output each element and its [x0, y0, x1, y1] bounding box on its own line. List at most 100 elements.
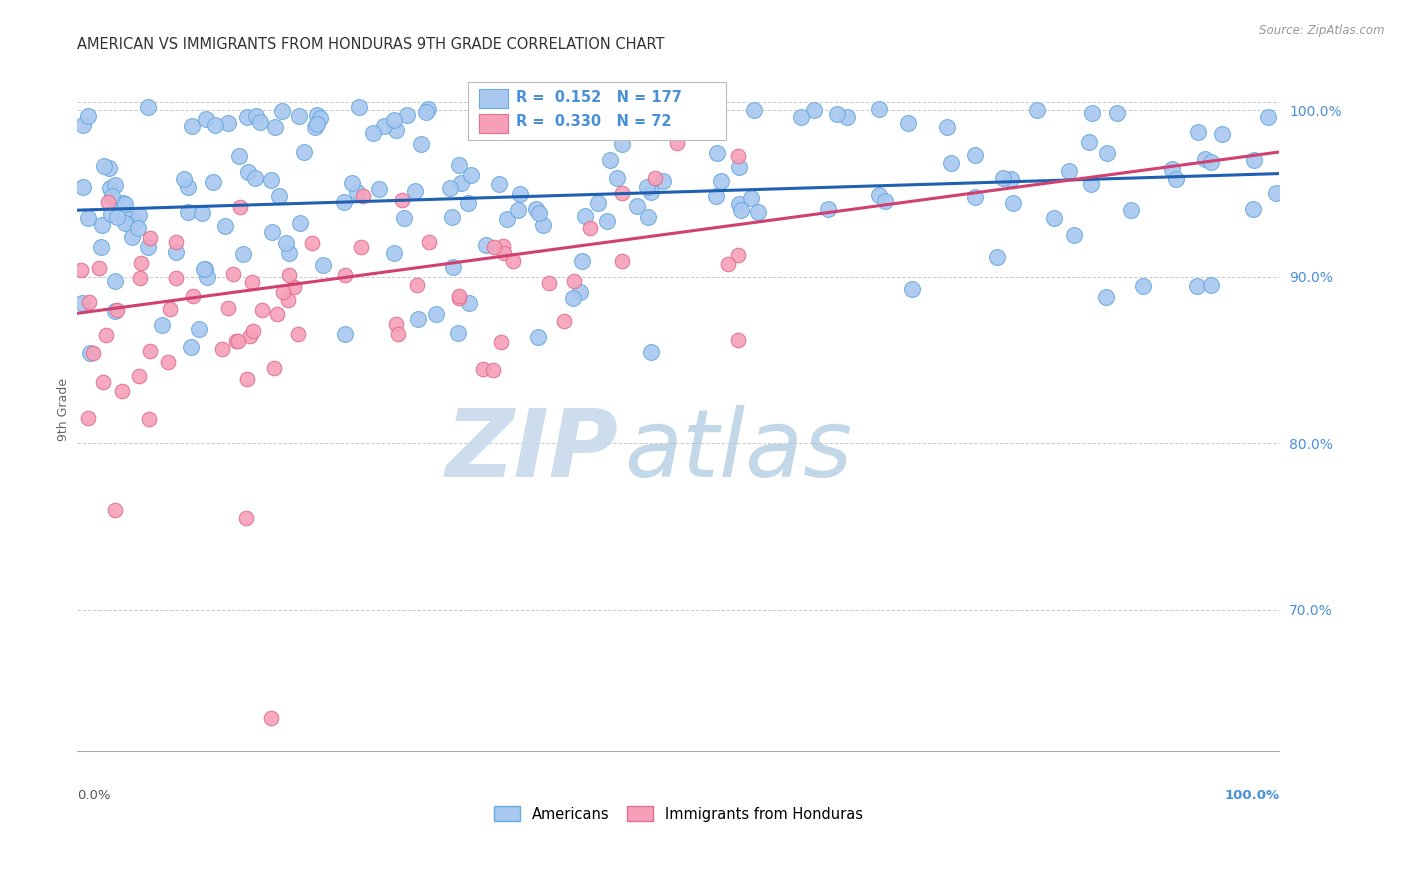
Point	[495, 212, 517, 227]
Point	[114, 196, 136, 211]
Point	[1257, 110, 1279, 124]
Point	[409, 136, 432, 151]
Point	[489, 334, 512, 349]
Point	[232, 246, 254, 260]
Point	[562, 120, 585, 134]
Point	[578, 221, 600, 235]
Point	[193, 262, 215, 277]
Point	[963, 148, 986, 162]
Point	[225, 334, 247, 349]
Point	[304, 120, 326, 134]
Point	[121, 230, 143, 244]
Point	[640, 185, 662, 199]
Point	[181, 119, 204, 133]
Point	[492, 246, 515, 260]
Point	[1161, 161, 1184, 176]
Point	[475, 238, 498, 252]
Point	[460, 168, 482, 182]
Text: ZIP: ZIP	[446, 405, 619, 497]
Point	[449, 291, 471, 305]
Point	[333, 268, 356, 283]
Point	[405, 277, 427, 292]
Point	[136, 240, 159, 254]
Point	[1199, 277, 1222, 292]
Point	[72, 118, 94, 132]
Point	[415, 104, 437, 119]
Point	[240, 275, 263, 289]
Point	[188, 322, 211, 336]
Point	[441, 210, 464, 224]
Point	[277, 293, 299, 308]
Point	[114, 217, 136, 231]
Text: 100.0%: 100.0%	[1225, 789, 1279, 802]
Point	[562, 291, 585, 305]
Point	[236, 372, 259, 386]
Point	[728, 196, 751, 211]
Point	[211, 342, 233, 356]
Point	[1043, 211, 1066, 225]
Point	[180, 340, 202, 354]
Point	[901, 281, 924, 295]
Point	[1081, 106, 1104, 120]
Point	[347, 101, 370, 115]
Point	[384, 113, 406, 128]
Point	[204, 118, 226, 132]
Point	[458, 296, 481, 310]
Point	[636, 180, 658, 194]
Point	[165, 244, 187, 259]
Text: 0.0%: 0.0%	[77, 789, 111, 802]
Point	[571, 254, 593, 268]
Point	[276, 236, 298, 251]
Point	[368, 181, 391, 195]
Point	[128, 271, 150, 285]
Point	[90, 240, 112, 254]
Point	[305, 108, 328, 122]
Point	[191, 206, 214, 220]
Point	[129, 256, 152, 270]
Text: Source: ZipAtlas.com: Source: ZipAtlas.com	[1260, 24, 1385, 37]
Point	[418, 235, 440, 249]
Point	[524, 202, 547, 217]
Point	[245, 109, 267, 123]
Point	[665, 103, 688, 118]
Point	[165, 271, 187, 285]
Point	[740, 191, 762, 205]
Point	[449, 288, 471, 302]
Text: atlas: atlas	[624, 405, 852, 496]
Point	[817, 202, 839, 217]
Point	[728, 160, 751, 174]
Point	[159, 302, 181, 317]
Point	[111, 384, 134, 399]
Point	[609, 115, 631, 129]
Point	[1211, 127, 1233, 141]
Point	[482, 240, 505, 254]
Point	[352, 189, 374, 203]
Point	[1185, 278, 1208, 293]
Point	[263, 361, 285, 376]
Point	[392, 211, 415, 225]
Point	[447, 326, 470, 340]
Point	[128, 208, 150, 222]
Point	[704, 189, 727, 203]
Point	[156, 354, 179, 368]
Point	[94, 327, 117, 342]
Point	[79, 294, 101, 309]
Point	[242, 324, 264, 338]
Point	[260, 173, 283, 187]
Point	[790, 111, 813, 125]
Point	[181, 289, 204, 303]
Point	[387, 326, 409, 341]
FancyBboxPatch shape	[468, 82, 727, 140]
Point	[236, 110, 259, 124]
Point	[406, 311, 429, 326]
Point	[1097, 146, 1119, 161]
Point	[120, 211, 142, 226]
Point	[803, 103, 825, 117]
Point	[307, 117, 329, 131]
Point	[236, 165, 259, 179]
FancyBboxPatch shape	[478, 114, 508, 133]
Point	[97, 194, 120, 209]
Point	[79, 345, 101, 359]
Point	[128, 368, 150, 383]
Point	[481, 362, 503, 376]
